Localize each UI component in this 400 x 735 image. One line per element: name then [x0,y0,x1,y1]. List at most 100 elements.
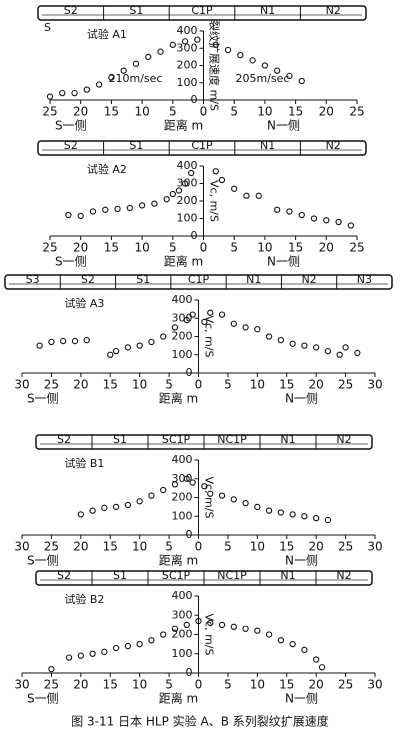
data-point [77,652,84,659]
x-tick-label: 25 [349,105,364,119]
data-point [243,192,250,199]
data-point [148,492,155,499]
data-point [124,501,132,509]
data-point [189,311,196,318]
data-point [108,74,115,81]
y-tick-label: 200 [177,194,198,207]
data-point [323,217,330,224]
x-tick-label: 10 [257,241,272,255]
data-point [194,36,201,43]
pipe-label: N2 [301,273,316,286]
right-label: N一侧 [267,119,300,133]
data-point [36,342,43,349]
x-tick-label: 15 [288,241,303,255]
data-point [230,623,237,630]
x-tick-label: 5 [165,378,173,392]
data-point [274,67,281,74]
data-point [313,656,320,663]
x-tick-label: 15 [103,378,118,392]
y-tick-label: 200 [172,330,193,343]
data-point [120,67,127,74]
pipe-label: N2 [336,433,351,446]
pipe-label: C1P [191,139,213,152]
x-tick-label: 15 [279,378,294,392]
data-point [181,38,189,45]
left-label: S一侧 [27,554,59,568]
pipe [37,140,367,156]
x-tick-label: 25 [349,241,364,255]
panel-title: 试验 A2 [87,162,127,176]
y-tick-label: 100 [177,76,198,89]
data-point [230,320,237,327]
panel-title: 试验 A1 [87,27,127,41]
data-point [77,212,84,220]
data-point [289,511,296,518]
data-point [212,168,219,175]
x-tick-label: 15 [279,540,294,554]
x-tick-label: 20 [319,105,334,119]
data-point [231,185,238,192]
y-tick-label: 200 [172,628,193,641]
data-point [101,504,108,511]
data-point [212,41,219,48]
data-point [224,46,232,54]
x-tick-label: 10 [250,378,265,392]
data-point [207,309,214,316]
data-point [298,211,305,219]
x-tick-label: 10 [132,678,147,692]
x-tick-label: 5 [224,678,232,692]
x-tick-label: 5 [165,540,173,554]
data-point [265,507,273,514]
pipe-label: S2 [81,273,95,286]
pipe-label: SC1P [162,433,191,446]
data-point [301,342,308,349]
x-tick-label: 20 [73,378,88,392]
y-tick-label: 300 [177,177,198,190]
data-point [255,192,262,199]
y-tick-label: 400 [172,293,193,306]
data-point [89,650,96,657]
left-label: S一侧 [27,692,59,706]
x-tick-label: 25 [338,678,353,692]
x-tick-label: 25 [44,540,59,554]
panel-title: 试验 A3 [64,296,104,310]
data-point [136,342,143,349]
x-tick-label: 30 [367,678,382,692]
x-axis-label: 距离 m [159,553,199,568]
pipe-label: C1P [188,273,210,286]
x-tick-label: 20 [309,540,324,554]
data-point [83,336,90,344]
data-point [188,169,195,177]
y-tick-label: 0 [186,666,193,679]
y-tick-label: 400 [172,589,193,602]
x-tick-label: 10 [134,241,149,255]
x-tick-label: 5 [230,105,238,119]
pipe-label: N1 [280,569,295,582]
x-tick-label: 30 [14,540,29,554]
x-tick-label: 10 [257,105,272,119]
data-point [201,483,208,490]
x-tick-label: 5 [224,540,232,554]
data-point [218,492,226,499]
left-label: S一侧 [27,392,59,406]
data-point [298,77,305,85]
data-point [114,205,121,213]
data-point [242,324,249,331]
data-point [313,344,320,351]
x-tick-label: 0 [200,105,208,119]
data-point [286,72,293,79]
pipe-label: N1 [280,433,295,446]
pipe-label: C1P [191,4,213,17]
y-axis-label: Vc, m/S [203,477,216,519]
data-point [324,516,332,524]
data-point [218,176,226,184]
pipe-label: S1 [129,4,143,17]
data-point [148,338,155,346]
right-label: N一侧 [285,692,318,706]
data-point [249,57,256,64]
pipe-label: N1 [260,139,275,152]
data-point [101,648,108,655]
data-point [126,204,133,212]
data-point [218,621,226,629]
annotation: 210m/sec [109,72,163,85]
